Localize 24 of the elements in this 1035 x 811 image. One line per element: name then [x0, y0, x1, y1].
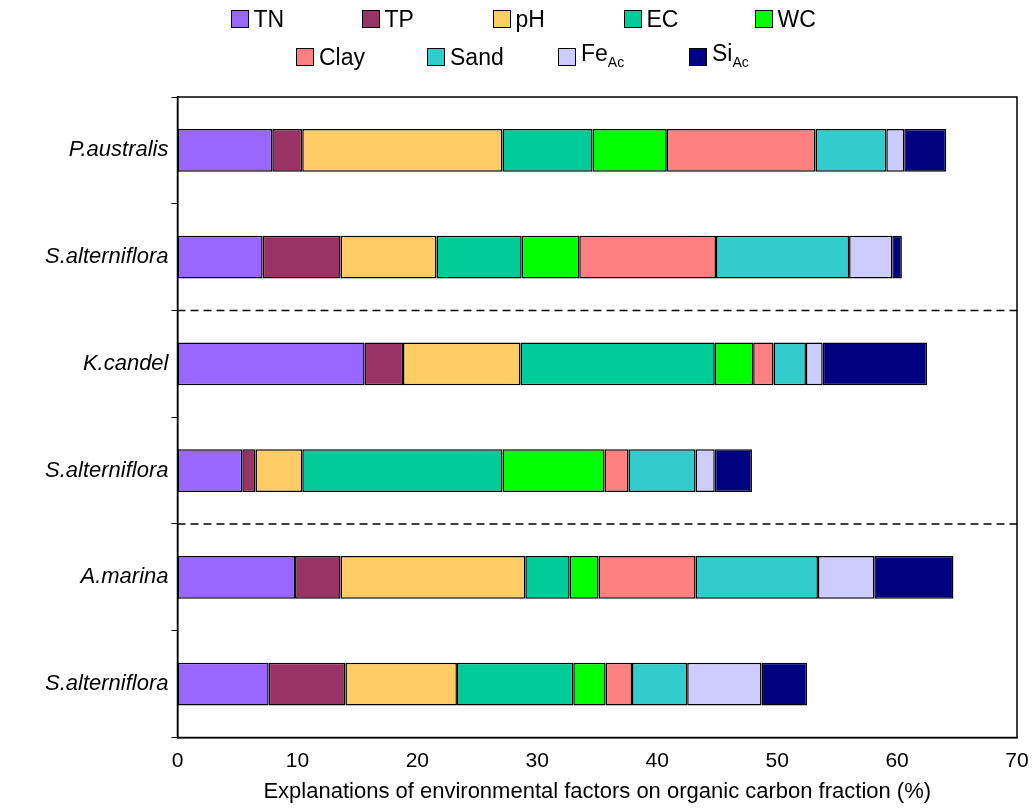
x-tick-label: 40 — [645, 747, 669, 771]
legend-label: TP — [384, 5, 414, 34]
legend-label: TN — [253, 5, 285, 34]
legend-label: pH — [515, 5, 545, 34]
x-tick-label: 20 — [405, 747, 430, 771]
y-tick-label: S.alterniflora — [44, 243, 169, 269]
legend-label: EC — [646, 5, 679, 34]
x-tick-label: 10 — [285, 747, 310, 771]
y-tick-label: A.marina — [78, 563, 169, 589]
legend-label: Si$_{Ac}$ — [712, 39, 749, 72]
legend-label: WC — [777, 5, 816, 34]
x-axis-title: Explanations of environmental factors on organic carbon fraction (%) — [263, 777, 932, 803]
y-tick-label: S.alterniflora — [44, 456, 169, 482]
x-tick-label: 50 — [765, 747, 789, 771]
y-tick-label: P.australis — [68, 136, 169, 162]
x-tick-label: 0 — [171, 747, 184, 771]
legend-label: Clay — [319, 43, 366, 73]
y-tick-label: K.candel — [82, 349, 170, 375]
legend-label: Fe$_{Ac}$ — [581, 39, 625, 72]
legend-label: Sand — [450, 43, 504, 73]
x-tick-label: 60 — [885, 747, 909, 771]
x-tick-label: 70 — [1005, 747, 1029, 771]
y-tick-label: S.alterniflora — [44, 670, 169, 696]
x-tick-label: 30 — [525, 747, 549, 771]
